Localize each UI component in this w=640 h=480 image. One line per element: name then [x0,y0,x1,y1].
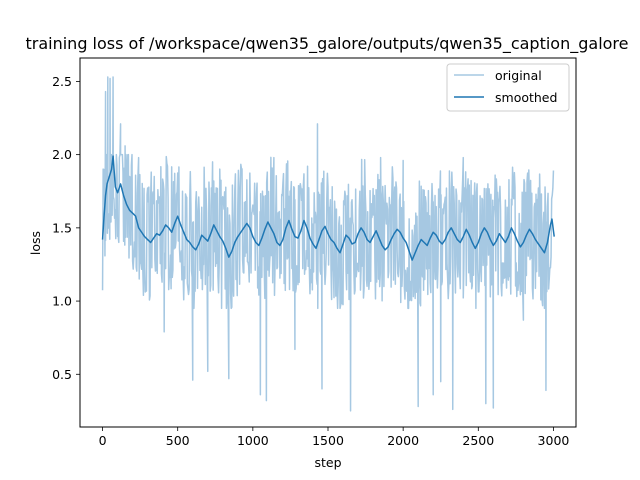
x-tick-label: 500 [166,433,190,448]
series-smoothed-line [101,155,555,261]
y-tick-label: 1.5 [52,220,72,235]
x-axis-label: step [314,455,341,470]
x-tick-label: 1000 [237,433,269,448]
y-tick-label: 2.5 [52,74,72,89]
x-tick-label: 2000 [387,433,419,448]
x-tick-label: 3000 [538,433,570,448]
y-tick-label: 1.0 [52,294,72,309]
y-tick-label: 0.5 [52,367,72,382]
y-axis-ticks: 0.5 1.0 1.5 2.0 2.5 [52,74,80,382]
x-tick-label: 2500 [462,433,494,448]
plot-area [101,76,555,412]
chart-title: training loss of /workspace/qwen35_galor… [25,34,628,54]
x-tick-label: 1500 [312,433,344,448]
legend: original smoothed [446,63,570,112]
legend-smoothed-label: smoothed [495,90,557,105]
series-original-line [101,76,555,412]
y-tick-label: 2.0 [52,147,72,162]
y-axis-label: loss [28,231,43,255]
legend-original-label: original [495,68,542,83]
x-tick-label: 0 [99,433,107,448]
x-axis-ticks: 0 500 1000 1500 2000 2500 3000 [99,427,570,448]
